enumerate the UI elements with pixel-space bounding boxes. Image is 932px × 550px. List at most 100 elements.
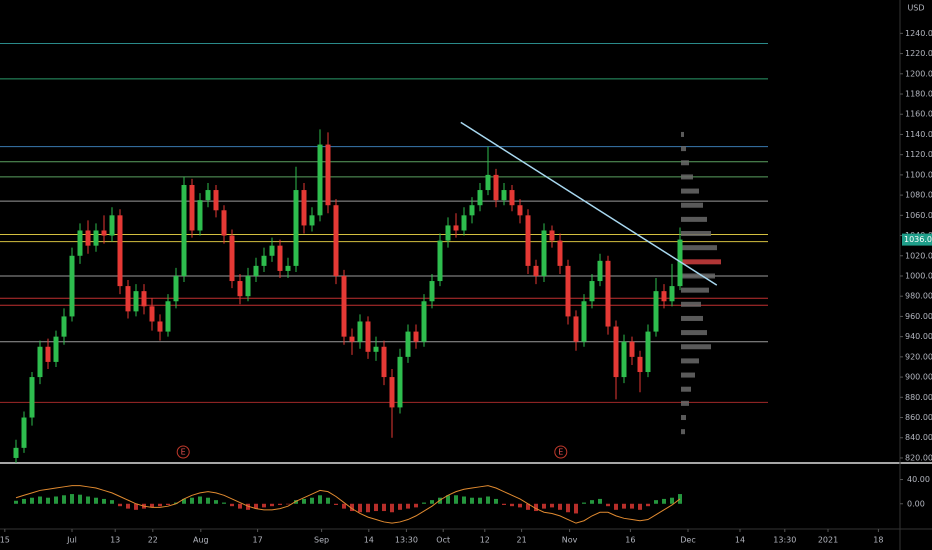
macd-histogram-bar: [534, 503, 538, 512]
macd-histogram-bar: [614, 503, 618, 510]
candle-body: [453, 225, 459, 231]
candle-body: [29, 377, 35, 418]
macd-histogram-bar: [246, 503, 250, 510]
y-tick-label: 980.00: [905, 292, 932, 301]
candle-body: [429, 281, 435, 302]
x-tick-label: 13:30: [395, 536, 418, 545]
y-tick-label: 1240.00: [905, 29, 932, 38]
candle-body: [221, 210, 227, 236]
candle-body: [589, 281, 595, 302]
volume-profile-bar: [681, 273, 715, 279]
event-marker: [554, 445, 568, 459]
macd-histogram-bar: [134, 503, 138, 510]
x-tick-label: Dec: [680, 536, 695, 545]
volume-profile-bar: [681, 301, 701, 307]
candle-body: [205, 190, 211, 201]
y-tick-label: 1140.00: [905, 130, 932, 139]
x-tick-label: Jul: [66, 536, 77, 545]
volume-profile-bar: [681, 344, 711, 350]
candle-body: [285, 265, 291, 271]
macd-histogram-bar: [174, 502, 178, 504]
volume-profile-bar: [681, 188, 699, 194]
candle-body: [309, 215, 315, 226]
candle-body: [445, 225, 451, 241]
volume-profile-bar: [681, 400, 689, 406]
macd-histogram-bar: [302, 498, 306, 504]
candle-body: [541, 230, 547, 276]
volume-profile-bar: [681, 358, 699, 364]
macd-histogram-bar: [190, 497, 194, 504]
macd-histogram-bar: [430, 500, 434, 504]
volume-profile-bar: [681, 372, 695, 378]
candle-body: [325, 144, 331, 206]
volume-profile-bar: [681, 259, 721, 265]
y-tick-label: 1080.00: [905, 191, 932, 200]
candle-body: [197, 200, 203, 231]
candle-body: [261, 255, 267, 266]
x-tick-label: 21: [517, 536, 527, 545]
y-tick-label: 840.00: [905, 433, 932, 442]
macd-histogram-bar: [638, 503, 642, 510]
candle-body: [549, 230, 555, 241]
x-tick-label: 14: [735, 536, 745, 545]
volume-profile-bar: [681, 386, 691, 392]
candle-body: [557, 240, 563, 266]
candle-body: [141, 291, 147, 307]
macd-histogram-bar: [526, 503, 530, 510]
candle-body: [357, 321, 363, 342]
candle-body: [661, 291, 667, 302]
candle-body: [581, 301, 587, 342]
candle-body: [397, 356, 403, 408]
y-tick-label: 1000.00: [905, 271, 932, 280]
macd-histogram-bar: [350, 503, 354, 512]
candle-body: [149, 306, 155, 322]
macd-histogram-bar: [590, 500, 594, 504]
macd-y-tick-label: 0.00: [907, 499, 925, 508]
candle-body: [605, 260, 611, 327]
x-tick-label: 13:30: [773, 536, 796, 545]
macd-histogram-bar: [286, 503, 290, 505]
last-price-box: [902, 233, 932, 246]
candle-body: [117, 215, 123, 287]
x-tick-label: 15: [0, 536, 10, 545]
candle-body: [213, 190, 219, 211]
macd-histogram-bar: [414, 503, 418, 508]
y-tick-label: 1100.00: [905, 170, 932, 179]
candle-body: [69, 255, 75, 317]
macd-histogram-bar: [374, 503, 378, 512]
candle-body: [677, 239, 683, 287]
x-tick-label: 13: [110, 536, 120, 545]
y-tick-label: 1180.00: [905, 90, 932, 99]
candle-body: [573, 316, 579, 342]
event-marker: [176, 445, 190, 459]
y-tick-label: 880.00: [905, 393, 932, 402]
macd-histogram-bar: [550, 503, 554, 508]
macd-histogram-bar: [630, 503, 634, 509]
x-tick-label: 2021: [818, 536, 838, 545]
candle-body: [237, 281, 243, 297]
y-tick-label: 860.00: [905, 413, 932, 422]
macd-histogram-bar: [654, 500, 658, 504]
candle-body: [269, 245, 275, 256]
macd-histogram-bar: [230, 503, 234, 507]
macd-histogram-bar: [38, 496, 42, 504]
candle-body: [469, 205, 475, 216]
candle-body: [101, 230, 107, 236]
macd-histogram-bar: [398, 503, 402, 510]
event-label: E: [558, 448, 563, 457]
candle-body: [477, 190, 483, 206]
macd-histogram-bar: [206, 497, 210, 504]
macd-histogram-bar: [318, 495, 322, 504]
volume-profile-bar: [681, 174, 693, 180]
x-tick-label: Oct: [436, 536, 450, 545]
candle-body: [93, 230, 99, 246]
macd-histogram-bar: [382, 503, 386, 512]
currency: USD: [907, 4, 924, 13]
y-tick-label: 900.00: [905, 373, 932, 382]
macd-histogram-bar: [118, 503, 122, 507]
candle-body: [317, 144, 323, 216]
volume-profile-bar: [681, 160, 689, 166]
y-tick-label: 1020.00: [905, 251, 932, 260]
candle-body: [349, 336, 355, 342]
x-tick-label: 18: [873, 536, 883, 545]
